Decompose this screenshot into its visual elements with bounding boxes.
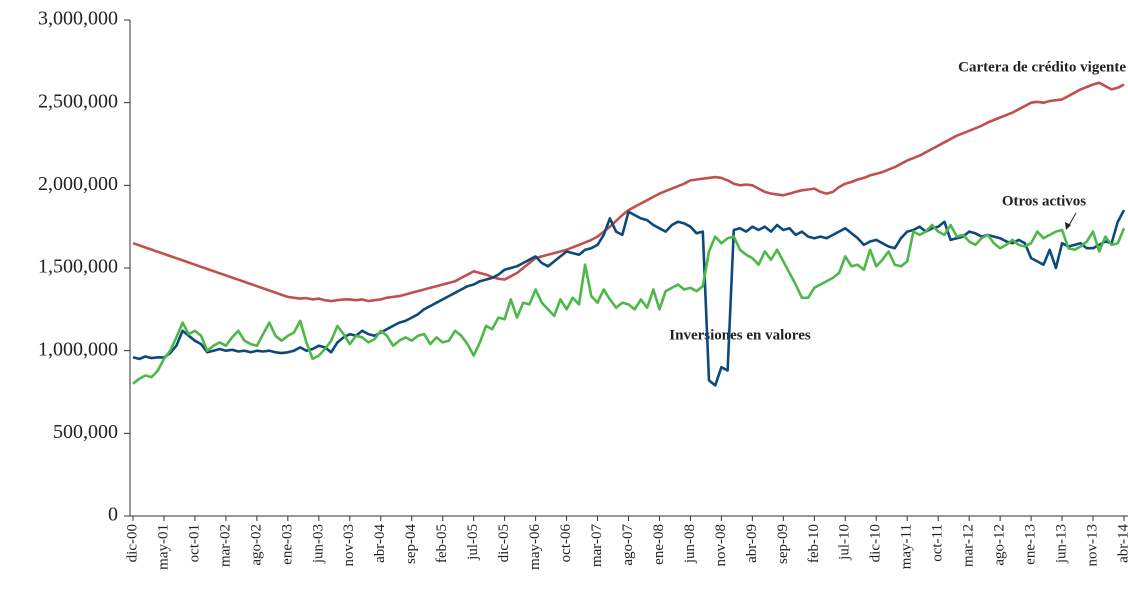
x-tick-label: abr-04 [372, 524, 388, 563]
x-tick-label: jun-13 [1054, 524, 1070, 564]
y-tick-label: 1,000,000 [38, 338, 118, 360]
x-tick-label: jul-10 [837, 524, 853, 561]
x-tick-label: mar-12 [961, 524, 977, 567]
x-tick-label: nov-08 [713, 524, 729, 567]
x-tick-label: ene-13 [1023, 524, 1039, 565]
x-tick-label: jun-08 [682, 524, 698, 564]
x-tick-label: ene-08 [651, 524, 667, 565]
x-tick-label: may-06 [527, 524, 543, 570]
x-tick-label: sep-09 [775, 524, 791, 564]
x-tick-label: ene-03 [279, 524, 295, 565]
annotation: Otros activos [1002, 193, 1086, 209]
annotation: Cartera de crédito vigente [958, 59, 1126, 75]
y-tick-label: 2,000,000 [38, 173, 118, 195]
annotation: Inversiones en valores [669, 327, 811, 343]
x-tick-label: may-11 [899, 524, 915, 569]
x-tick-label: jun-03 [310, 524, 326, 564]
x-tick-label: oct-11 [930, 524, 946, 562]
x-tick-label: dic-05 [496, 524, 512, 562]
x-tick-label: oct-06 [558, 524, 574, 563]
y-tick-label: 1,500,000 [38, 256, 118, 278]
x-tick-label: abr-14 [1115, 524, 1128, 563]
x-tick-label: ago-12 [992, 524, 1008, 566]
x-tick-label: dic-10 [868, 524, 884, 562]
series-line [132, 223, 1126, 385]
x-tick-label: nov-13 [1084, 524, 1100, 567]
x-tick-label: sep-04 [403, 524, 419, 564]
x-tick-label: may-01 [155, 524, 171, 570]
x-tick-label: dic-00 [124, 524, 140, 562]
arrow-head [1065, 222, 1071, 230]
x-tick-label: feb-10 [806, 524, 822, 563]
x-tick-label: feb-05 [434, 524, 450, 563]
y-tick-label: 3,000,000 [38, 8, 118, 30]
x-tick-label: mar-02 [217, 524, 233, 567]
x-tick-label: ago-07 [620, 524, 636, 566]
series-line [132, 81, 1125, 303]
x-tick-label: oct-01 [186, 524, 202, 562]
x-tick-label: jul-05 [465, 524, 481, 561]
x-tick-label: ago-02 [248, 524, 264, 566]
x-tick-label: mar-07 [589, 524, 605, 568]
y-tick-label: 2,500,000 [38, 90, 118, 112]
x-tick-label: nov-03 [341, 524, 357, 567]
x-tick-label: abr-09 [744, 524, 760, 563]
y-tick-label: 0 [108, 504, 118, 526]
series-line [132, 209, 1126, 387]
y-tick-label: 500,000 [53, 421, 118, 443]
